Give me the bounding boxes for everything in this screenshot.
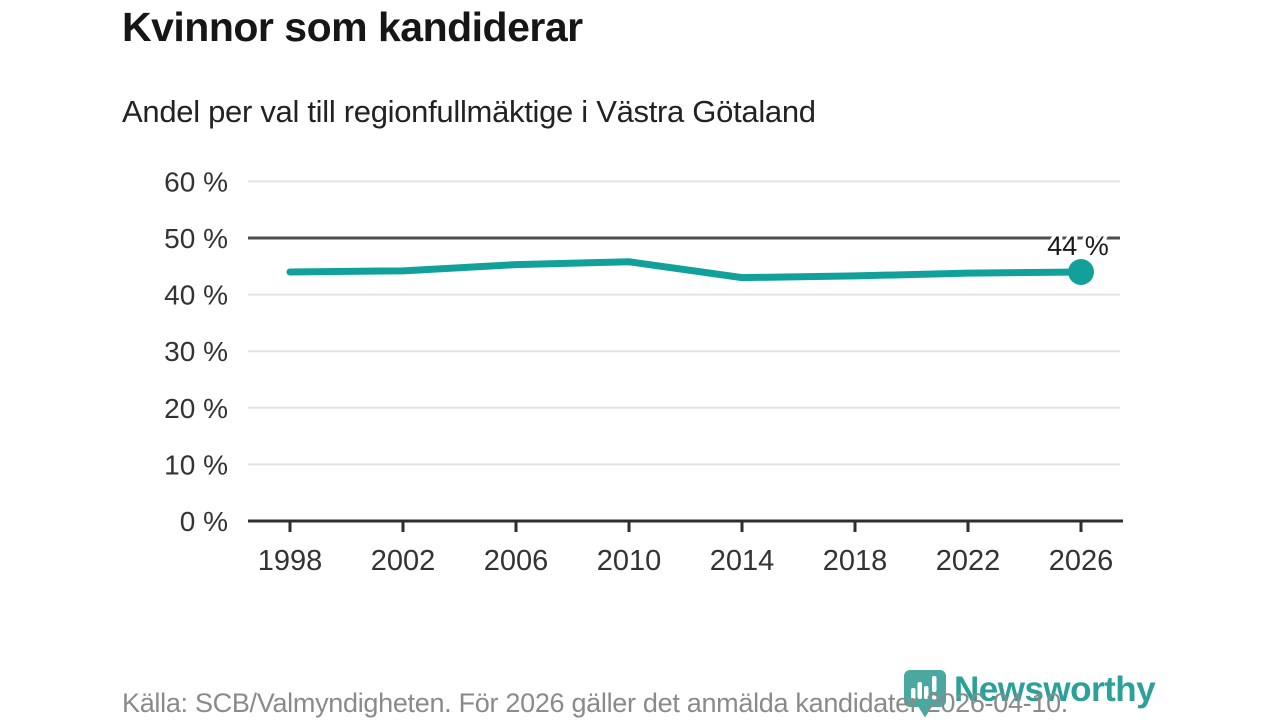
endpoint-dot	[1068, 258, 1094, 285]
pin-bars-icon	[911, 676, 937, 700]
x-tick-label: 2018	[823, 545, 888, 577]
x-tick-label: 2002	[371, 545, 436, 577]
line-chart: 0 % 10 % 20 % 30 % 40 % 50 % 60 % 1998 2002 2006 2…	[164, 166, 1123, 577]
y-tick-label: 60 %	[164, 166, 228, 197]
x-tick-label: 1998	[258, 545, 323, 577]
x-tick-label: 2022	[936, 545, 1001, 577]
y-tick-label: 0 %	[180, 506, 228, 537]
y-tick-label: 40 %	[164, 280, 228, 311]
chart-title: Kvinnor som kandiderar	[122, 4, 583, 50]
y-tick-label: 10 %	[164, 449, 228, 480]
newsworthy-wordmark: Newsworthy	[954, 670, 1156, 709]
x-tick-label: 2026	[1049, 545, 1114, 577]
newsworthy-logo: Newsworthy	[903, 669, 1156, 719]
newsworthy-pin-icon	[904, 670, 946, 718]
source-note: Källa: SCB/Valmyndigheten. För 2026 gäll…	[122, 688, 1069, 718]
y-tick-label: 30 %	[164, 336, 228, 367]
x-tick-label: 2010	[597, 545, 662, 577]
y-tick-label: 20 %	[164, 393, 228, 424]
endpoint-value-label: 44 %	[1047, 231, 1109, 261]
trend-line	[286, 258, 1085, 282]
chart-subtitle: Andel per val till regionfullmäktige i V…	[122, 94, 816, 129]
x-tick-label: 2014	[710, 545, 775, 577]
y-tick-label: 50 %	[164, 223, 228, 254]
x-tick-label: 2006	[484, 545, 549, 577]
